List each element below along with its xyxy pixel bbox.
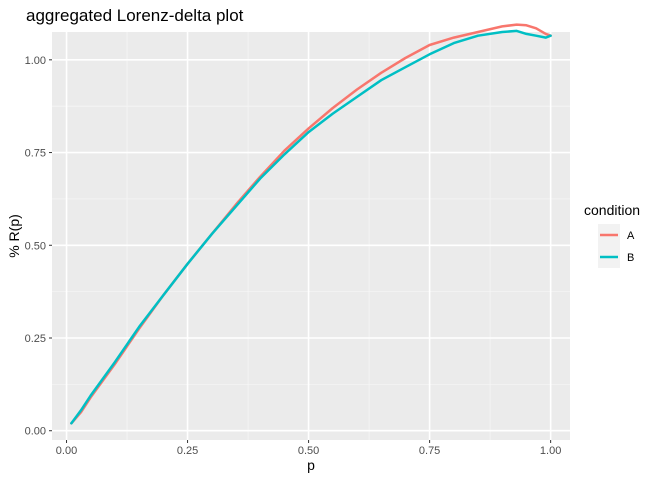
y-tick-label: 0.25 — [25, 333, 46, 345]
series-layer — [70, 23, 552, 425]
y-tick-label: 1.00 — [25, 55, 46, 67]
x-tick-label: 1.00 — [540, 445, 561, 457]
y-tick-label: 0.00 — [25, 426, 46, 438]
plot-panel — [52, 32, 570, 440]
x-tick-label: 0.75 — [419, 445, 440, 457]
x-tick-label: 0.50 — [298, 445, 319, 457]
x-tick-label: 0.25 — [177, 445, 198, 457]
x-tick-label: 0.00 — [56, 445, 77, 457]
grid-minor — [52, 32, 570, 440]
grid-major — [52, 32, 570, 440]
legend-title: condition — [584, 202, 640, 218]
x-axis-title: p — [307, 457, 315, 473]
y-tick-label: 0.75 — [25, 148, 46, 160]
x-axis: 0.00 0.25 0.50 0.75 1.00 — [56, 440, 561, 457]
legend: condition AB — [584, 202, 640, 268]
y-axis: 0.00 0.25 0.50 0.75 1.00 — [25, 55, 52, 438]
series-line-B — [70, 29, 552, 425]
legend-label-A: A — [627, 230, 635, 242]
y-axis-title: % R(p) — [6, 214, 22, 258]
chart-title: aggregated Lorenz-delta plot — [26, 6, 244, 25]
legend-label-B: B — [627, 252, 634, 264]
y-tick-label: 0.50 — [25, 240, 46, 252]
